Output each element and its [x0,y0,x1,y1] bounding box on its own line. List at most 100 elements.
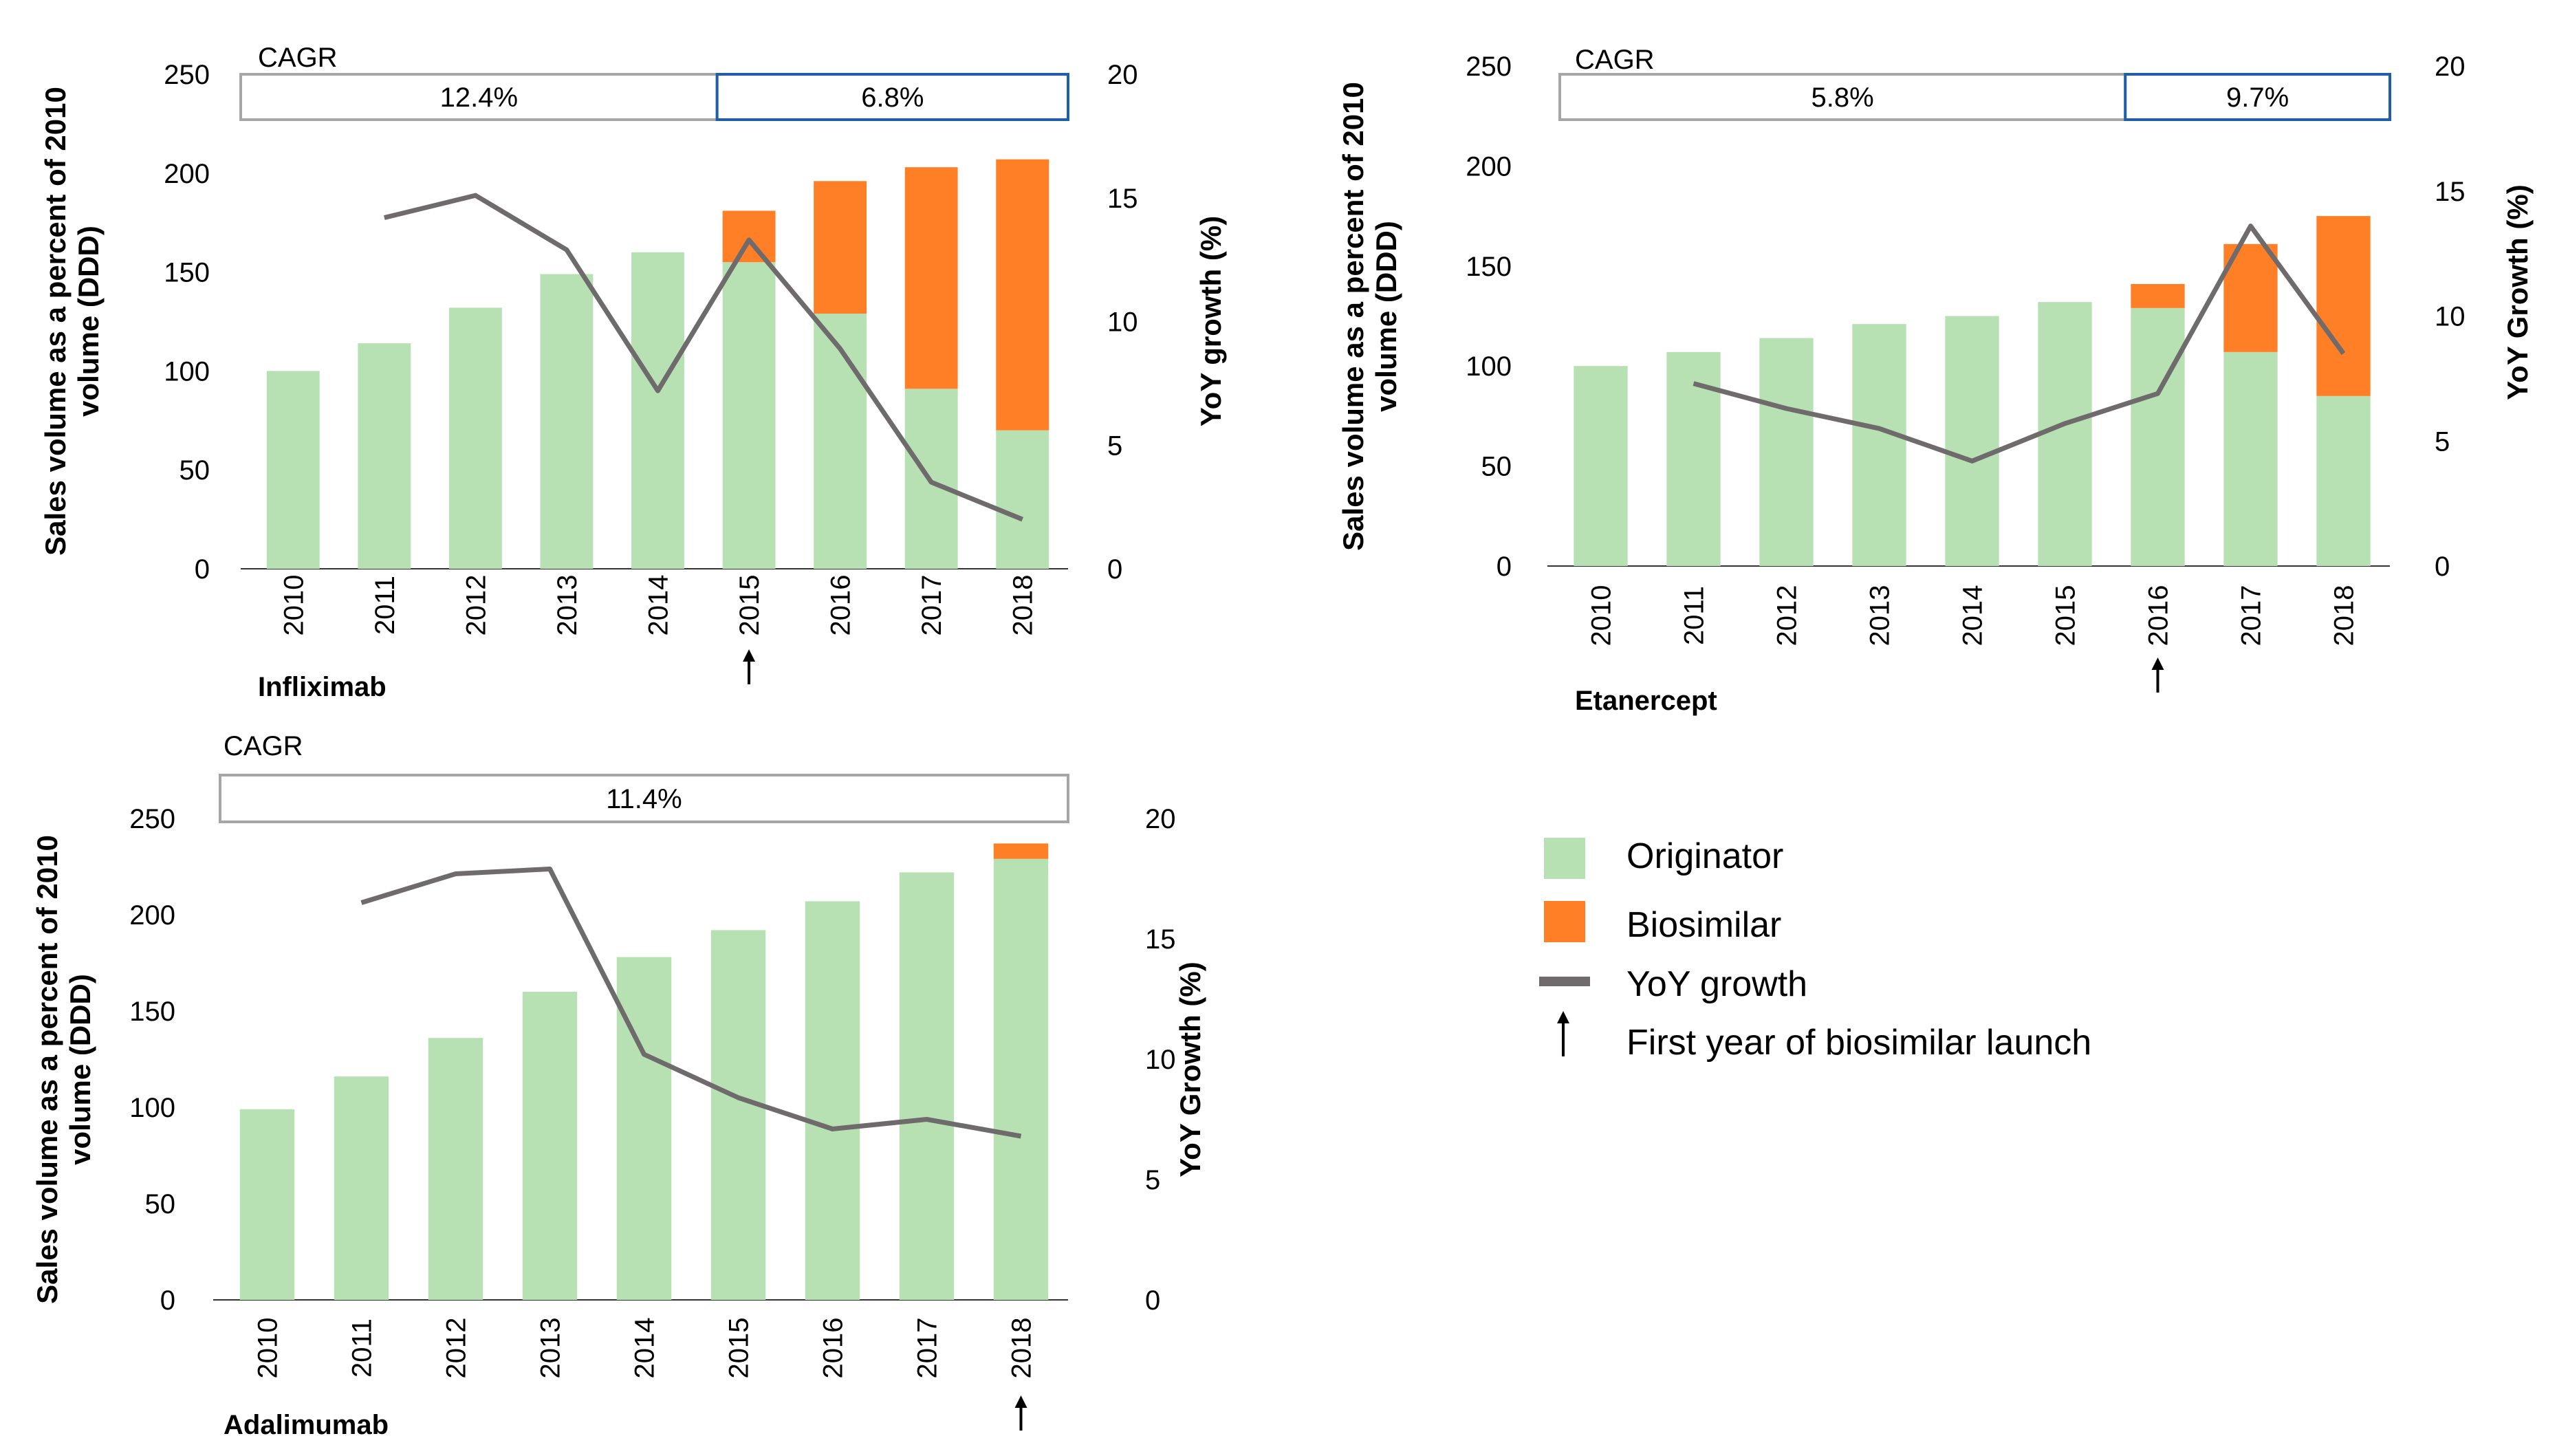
originator-bar [722,262,776,569]
drug-title: Adalimumab [224,1410,389,1440]
x-tick-label: 2018 [1008,575,1038,636]
originator-bar [358,343,411,569]
y-axis-label-line: volume (DDD) [72,226,105,417]
x-tick-label: 2016 [826,575,856,636]
y-tick-label: 50 [1481,452,1512,482]
x-tick-label: 2014 [630,1318,660,1379]
originator-bar [334,1076,389,1300]
cagr-label: CAGR [258,43,338,73]
y-tick-label: 50 [179,455,210,486]
x-tick-label: 2010 [1587,585,1617,646]
y-tick-label: 50 [145,1189,176,1219]
originator-bar [2223,351,2278,566]
cagr-box [2124,73,2391,121]
y-tick-label: 200 [129,900,175,931]
legend-originator-label: Originator [1626,836,1783,876]
cagr-value: 5.8% [1811,83,1874,113]
originator-bar [616,957,672,1300]
x-tick-label: 2013 [1865,585,1895,646]
biosimilar-bar [996,159,1049,431]
x-tick-label: 2018 [2329,585,2360,646]
y2-tick-label: 10 [2435,302,2466,332]
originator-bar [266,371,320,569]
y-tick-label: 200 [1466,151,1512,182]
x-tick-label: 2016 [2144,585,2174,646]
y2-tick-label: 0 [2435,552,2450,582]
x-tick-label: 2015 [724,1318,754,1379]
y2-axis-label: YoY Growth (%) [1174,961,1206,1177]
cagr-value: 11.4% [606,784,682,814]
originator-bar [1852,324,1906,566]
x-tick-label: 2011 [370,576,400,635]
x-tick-label: 2014 [644,575,674,636]
cagr-box [239,73,719,121]
y-tick-label: 250 [1466,52,1512,82]
x-tick-label: 2013 [552,575,583,636]
y-axis-label-line: volume (DDD) [1370,221,1402,412]
yoy-growth-line [360,867,1022,1139]
legend-yoy-label: YoY growth [1626,964,1807,1004]
launch-arrow-icon [743,649,756,662]
yoy-growth-line [384,193,1024,522]
cagr-label: CAGR [224,731,303,761]
x-tick-label: 2011 [347,1318,378,1378]
originator-bar [1574,366,1628,566]
infliximab-chart: 0 50 100 150 200 250 0 5 10 15 20 Sales volume as a… [39,43,1227,702]
y2-tick-label: 20 [2435,52,2466,82]
y-tick-label: 150 [129,997,175,1027]
originator-bar [899,872,955,1300]
x-tick-label: 2017 [917,575,947,636]
originator-bar [2038,302,2092,566]
x-tick-label: 2018 [1007,1318,1037,1379]
y-tick-label: 0 [160,1285,175,1316]
legend-originator-swatch [1544,838,1585,879]
y2-tick-label: 10 [1107,307,1138,338]
x-tick-label: 2011 [1679,586,1710,645]
x-tick-label: 2014 [1958,585,1988,646]
originator-bar [631,252,684,569]
y2-tick-label: 20 [1145,804,1176,834]
y2-axis-label: YoY growth (%) [1195,216,1227,426]
x-tick-label: 2012 [442,1318,472,1379]
y-tick-label: 250 [129,804,175,834]
cagr-value: 6.8% [861,83,924,113]
legend: Originator Biosimilar YoY growth First y… [1539,836,2091,1063]
originator-bar [2131,307,2185,566]
y-tick-label: 200 [164,159,210,189]
originator-bar [428,1038,483,1300]
legend-biosimilar-label: Biosimilar [1626,905,1781,945]
drug-title: Etanercept [1575,686,1717,716]
legend-launch-arrow-icon [1557,1011,1569,1056]
originator-bar [710,930,766,1300]
y2-tick-label: 15 [2435,177,2466,207]
x-tick-label: 2010 [279,575,309,636]
originator-bar [2316,395,2371,566]
cagr-value: 12.4% [440,83,518,113]
x-tick-label: 2012 [461,575,491,636]
y-axis-label: Sales volume as a percent of 2010volume … [39,87,105,556]
cagr-box [715,73,1070,121]
cagr-box [1558,73,2127,121]
y-axis-label-line: Sales volume as a percent of 2010 [39,87,72,556]
adalimumab-chart: 0 50 100 150 200 250 0 5 10 15 20 Sales volume as a… [31,731,1206,1440]
x-tick-label: 2015 [2051,585,2081,646]
biosimilar-bar [2131,283,2185,308]
originator-bar [805,901,860,1300]
legend-biosimilar-swatch [1544,901,1585,942]
x-tick-label: 2012 [1772,585,1803,646]
y2-tick-label: 5 [1145,1165,1160,1195]
yoy-growth-line [1693,224,2346,464]
originator-bar [239,1109,295,1300]
launch-arrow-icon [1014,1395,1027,1408]
x-tick-label: 2015 [735,575,765,636]
originator-bar [522,992,578,1300]
y2-axis-label: YoY Growth (%) [2501,184,2534,400]
y2-tick-label: 0 [1145,1285,1160,1316]
y2-tick-label: 10 [1145,1045,1176,1075]
biosimilar-bar [814,181,867,314]
originator-bar [448,307,502,569]
biosimilar-bar [2316,216,2371,396]
originator-bar [1945,316,1999,566]
y2-tick-label: 20 [1107,60,1138,90]
etanercept-chart: 0 50 100 150 200 250 0 5 10 15 20 Sales volume as a… [1337,45,2534,716]
